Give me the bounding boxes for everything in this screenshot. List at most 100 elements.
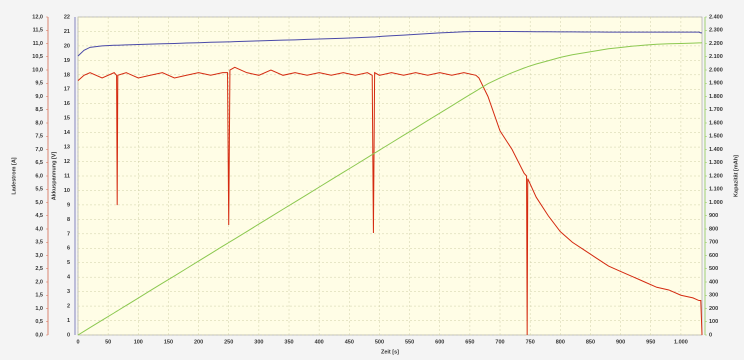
series-line bbox=[77, 66, 703, 336]
x-tick-label: 600 bbox=[435, 339, 444, 345]
y2-tick-label: 22 bbox=[64, 14, 70, 20]
y2-tick-label: 21 bbox=[64, 29, 70, 35]
y2-tick-label: 17 bbox=[64, 87, 70, 93]
y2-tick-label: 12 bbox=[64, 159, 70, 165]
x-tick-label: 450 bbox=[345, 339, 354, 345]
y3-tick-label: 1.400 bbox=[709, 147, 723, 153]
y3-tick-label: 200 bbox=[709, 306, 718, 312]
x-tick-label: 700 bbox=[495, 339, 504, 345]
y2-tick-label: 3 bbox=[67, 289, 70, 295]
y2-tick-label: 10 bbox=[64, 188, 70, 194]
y-axis-title: Ladestrom [A] bbox=[11, 157, 17, 194]
y-tick-label: 9,5 bbox=[35, 81, 43, 87]
y2-tick-label: 20 bbox=[64, 43, 70, 49]
y2-tick-label: 8 bbox=[67, 217, 70, 223]
y3-tick-label: 700 bbox=[709, 240, 718, 246]
y3-tick-label: 1.800 bbox=[709, 94, 723, 100]
y3-tick-label: 800 bbox=[709, 226, 718, 232]
y-tick-label: 2,0 bbox=[35, 279, 43, 285]
y-tick-label: 2,5 bbox=[35, 266, 43, 272]
x-tick-label: 500 bbox=[375, 339, 384, 345]
y3-tick-label: 1.000 bbox=[709, 200, 723, 206]
y-tick-label: 6,5 bbox=[35, 160, 43, 166]
y3-tick-label: 900 bbox=[709, 213, 718, 219]
y-tick-label: 11,0 bbox=[33, 41, 43, 47]
x-tick-label: 0 bbox=[76, 339, 79, 345]
y-tick-label: 1,0 bbox=[35, 306, 43, 312]
y3-tick-label: 2.100 bbox=[709, 54, 723, 60]
y-tick-label: 4,5 bbox=[35, 213, 43, 219]
y3-tick-label: 2.200 bbox=[709, 41, 723, 47]
y-tick-label: 10,5 bbox=[32, 54, 43, 60]
y2-tick-label: 15 bbox=[64, 116, 70, 122]
y3-tick-label: 1.200 bbox=[709, 173, 723, 179]
x-tick-label: 900 bbox=[616, 339, 625, 345]
x-tick-label: 1.000 bbox=[674, 339, 688, 345]
y2-tick-label: 1 bbox=[67, 318, 70, 324]
y2-tick-label: 0 bbox=[67, 332, 70, 338]
x-tick-label: 350 bbox=[284, 339, 293, 345]
y-tick-label: 10,0 bbox=[32, 67, 43, 73]
y-tick-label: 1,5 bbox=[35, 293, 43, 299]
y-tick-label: 12,0 bbox=[32, 14, 43, 20]
y-tick-label: 8,5 bbox=[35, 107, 43, 113]
y-tick-label: 7,5 bbox=[35, 134, 43, 140]
y-tick-label: 6,0 bbox=[35, 173, 43, 179]
y3-tick-label: 1.300 bbox=[709, 160, 723, 166]
y2-tick-label: 13 bbox=[64, 145, 70, 151]
y2-tick-label: 14 bbox=[64, 130, 71, 136]
y3-axis-title: Kapazität [mAh] bbox=[733, 155, 739, 197]
y2-tick-label: 6 bbox=[67, 246, 70, 252]
y3-tick-label: 500 bbox=[709, 266, 718, 272]
y-tick-label: 5,5 bbox=[35, 187, 43, 193]
y3-tick-label: 2.000 bbox=[709, 67, 723, 73]
x-axis-title: Zeit [s] bbox=[381, 349, 399, 355]
y3-tick-label: 1.600 bbox=[709, 120, 723, 126]
y3-tick-label: 0 bbox=[709, 332, 712, 338]
x-tick-label: 800 bbox=[556, 339, 565, 345]
y3-tick-label: 1.100 bbox=[709, 187, 723, 193]
y2-tick-label: 4 bbox=[67, 275, 71, 281]
y-tick-label: 0,5 bbox=[35, 319, 43, 325]
y3-tick-label: 1.500 bbox=[709, 134, 723, 140]
x-tick-label: 950 bbox=[646, 339, 655, 345]
y2-tick-label: 5 bbox=[67, 260, 70, 266]
y3-tick-label: 1.900 bbox=[709, 81, 723, 87]
y-tick-label: 11,5 bbox=[33, 28, 43, 34]
x-tick-label: 650 bbox=[465, 339, 474, 345]
x-tick-label: 200 bbox=[194, 339, 203, 345]
y2-tick-label: 2 bbox=[67, 304, 70, 310]
x-tick-label: 550 bbox=[405, 339, 414, 345]
y2-axis-title: Akkuspannung [V] bbox=[51, 152, 57, 201]
y-tick-label: 3,5 bbox=[35, 240, 43, 246]
y-tick-label: 8,0 bbox=[35, 120, 43, 126]
series-line bbox=[77, 30, 702, 57]
y2-tick-label: 18 bbox=[64, 72, 70, 78]
y2-tick-label: 9 bbox=[67, 202, 70, 208]
x-tick-label: 400 bbox=[315, 339, 324, 345]
x-tick-label: 150 bbox=[164, 339, 173, 345]
y3-tick-label: 1.700 bbox=[709, 107, 723, 113]
y3-tick-label: 100 bbox=[709, 319, 718, 325]
y2-tick-label: 19 bbox=[64, 58, 70, 64]
y2-tick-label: 16 bbox=[64, 101, 70, 107]
y2-tick-label: 7 bbox=[67, 231, 70, 237]
y-tick-label: 4,0 bbox=[35, 226, 43, 232]
x-tick-label: 100 bbox=[134, 339, 143, 345]
x-tick-label: 250 bbox=[224, 339, 233, 345]
x-tick-label: 750 bbox=[526, 339, 535, 345]
y3-tick-label: 300 bbox=[709, 293, 718, 299]
y3-tick-label: 400 bbox=[709, 279, 718, 285]
y-tick-label: 0,0 bbox=[35, 332, 43, 338]
x-tick-label: 50 bbox=[105, 339, 111, 345]
x-tick-label: 850 bbox=[586, 339, 595, 345]
series-line bbox=[77, 42, 703, 336]
y2-tick-label: 11 bbox=[64, 173, 70, 179]
y3-tick-label: 2.400 bbox=[709, 14, 723, 20]
y-tick-label: 7,0 bbox=[35, 147, 43, 153]
y3-tick-label: 2.300 bbox=[709, 28, 723, 34]
y3-tick-label: 600 bbox=[709, 253, 718, 259]
x-tick-label: 300 bbox=[254, 339, 263, 345]
y-tick-label: 5,0 bbox=[35, 200, 43, 206]
